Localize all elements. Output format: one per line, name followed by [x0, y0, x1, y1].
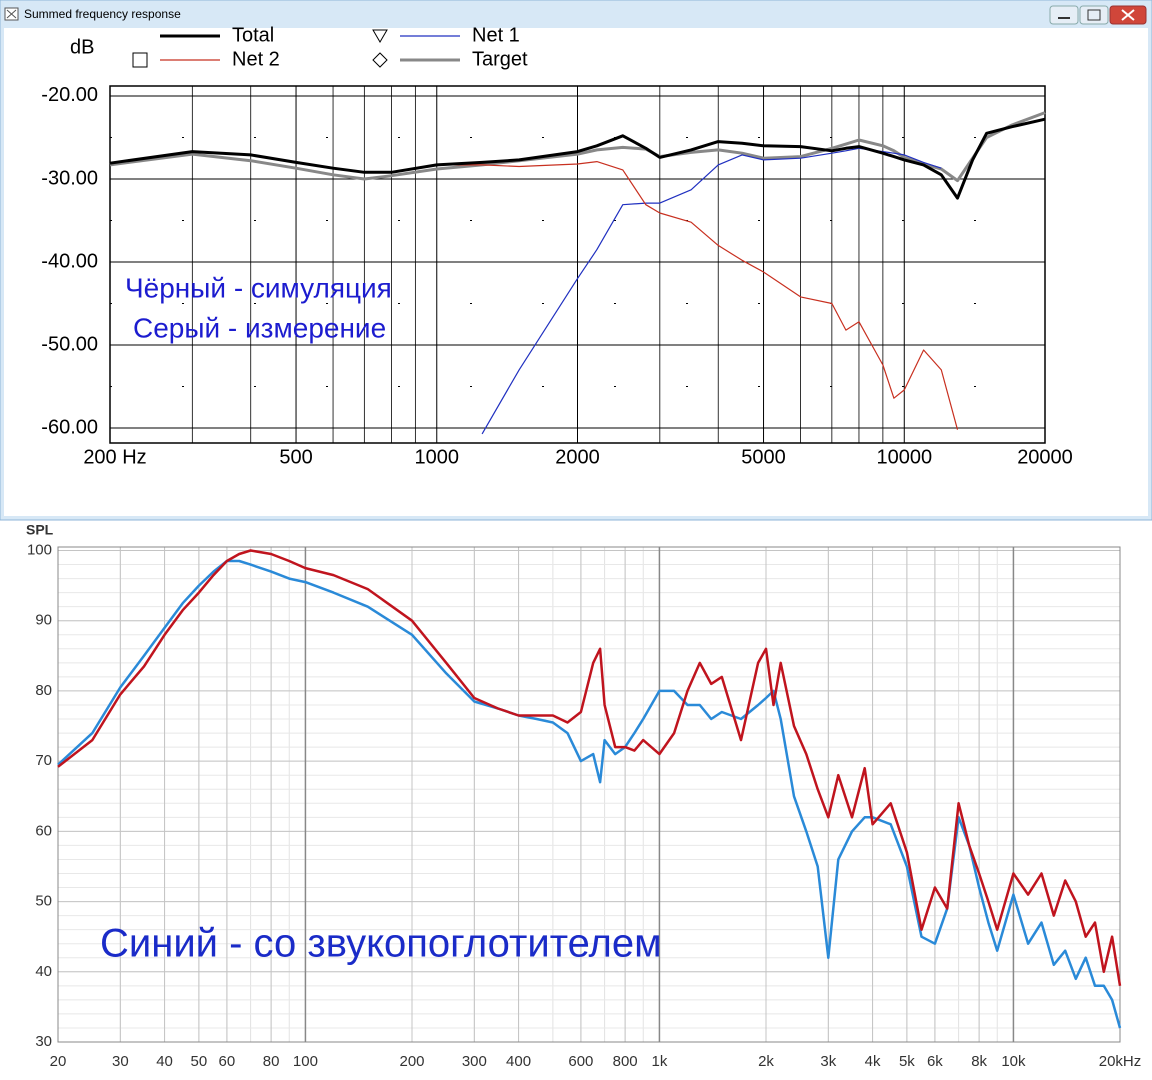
plot-frame: [57, 546, 1121, 1043]
minimize-button[interactable]: [1049, 5, 1079, 25]
legend-label: Target: [472, 48, 528, 70]
x-tick-label: 200: [399, 1053, 424, 1070]
maximize-glyph: [1087, 9, 1101, 21]
y-tick-label: 40: [35, 963, 52, 980]
x-tick-label: 80: [263, 1053, 280, 1070]
y-tick-label: 100: [27, 541, 52, 558]
x-tick-label: 3k: [820, 1053, 836, 1070]
plot-frame: [109, 85, 1046, 444]
x-tick-label: 2k: [758, 1053, 774, 1070]
y-tick-label: -30.00: [41, 167, 98, 189]
legend-label: Net 1: [472, 24, 520, 46]
x-tick-label: 20: [50, 1053, 67, 1070]
x-tick-label: 1000: [415, 446, 460, 468]
y-tick-label: 50: [35, 893, 52, 910]
x-tick-label: 60: [219, 1053, 236, 1070]
legend-marker: [132, 52, 148, 68]
annotation: Синий - со звукопоглотителем: [100, 922, 662, 966]
x-tick-label: 100: [293, 1053, 318, 1070]
annotation: Серый - измерение: [133, 312, 386, 343]
close-glyph: [1121, 9, 1135, 21]
x-tick-label: 20kHz: [1099, 1053, 1142, 1070]
x-tick-label: 5000: [741, 446, 786, 468]
y-tick-label: 30: [35, 1033, 52, 1050]
y-axis-label: dB: [70, 36, 94, 58]
series-line: [57, 549, 1122, 986]
legend-label: Net 2: [232, 48, 280, 70]
y-tick-label: 90: [35, 612, 52, 629]
y-tick-label: 70: [35, 752, 52, 769]
x-tick-label: 300: [462, 1053, 487, 1070]
legend-label: Total: [232, 24, 274, 46]
x-tick-label: 50: [191, 1053, 208, 1070]
legend-marker: [372, 52, 388, 68]
series-line: [481, 147, 942, 435]
window-icon-glyph: [6, 9, 17, 19]
x-tick-label: 10k: [1001, 1053, 1026, 1070]
y-tick-label: -40.00: [41, 250, 98, 272]
y-tick-label: 80: [35, 682, 52, 699]
series-line: [57, 559, 1122, 1029]
x-tick-label: 800: [613, 1053, 638, 1070]
x-tick-label: 30: [112, 1053, 129, 1070]
x-tick-label: 20000: [1017, 446, 1073, 468]
series-line: [109, 111, 1046, 183]
series-line: [109, 117, 1046, 200]
x-tick-label: 600: [568, 1053, 593, 1070]
x-tick-label: 8k: [971, 1053, 987, 1070]
y-tick-label: 60: [35, 822, 52, 839]
series-line: [436, 161, 959, 430]
annotation: Чёрный - симуляция: [125, 272, 392, 303]
x-tick-label: 200 Hz: [83, 446, 146, 468]
x-tick-label: 2000: [555, 446, 600, 468]
x-tick-label: 1k: [652, 1053, 668, 1070]
x-tick-label: 10000: [876, 446, 932, 468]
x-tick-label: 400: [506, 1053, 531, 1070]
x-tick-label: 500: [279, 446, 312, 468]
window-title: Summed frequency response: [24, 7, 181, 21]
y-tick-label: -60.00: [41, 416, 98, 438]
x-tick-label: 40: [156, 1053, 173, 1070]
legend-marker: [372, 29, 388, 43]
maximize-button[interactable]: [1079, 5, 1109, 25]
plot-area: [58, 547, 1120, 1042]
y-tick-label: -20.00: [41, 84, 98, 106]
x-tick-label: 4k: [865, 1053, 881, 1070]
x-tick-label: 5k: [899, 1053, 915, 1070]
y-axis-label: SPL: [26, 522, 54, 538]
y-tick-label: -50.00: [41, 333, 98, 355]
x-tick-label: 6k: [927, 1053, 943, 1070]
